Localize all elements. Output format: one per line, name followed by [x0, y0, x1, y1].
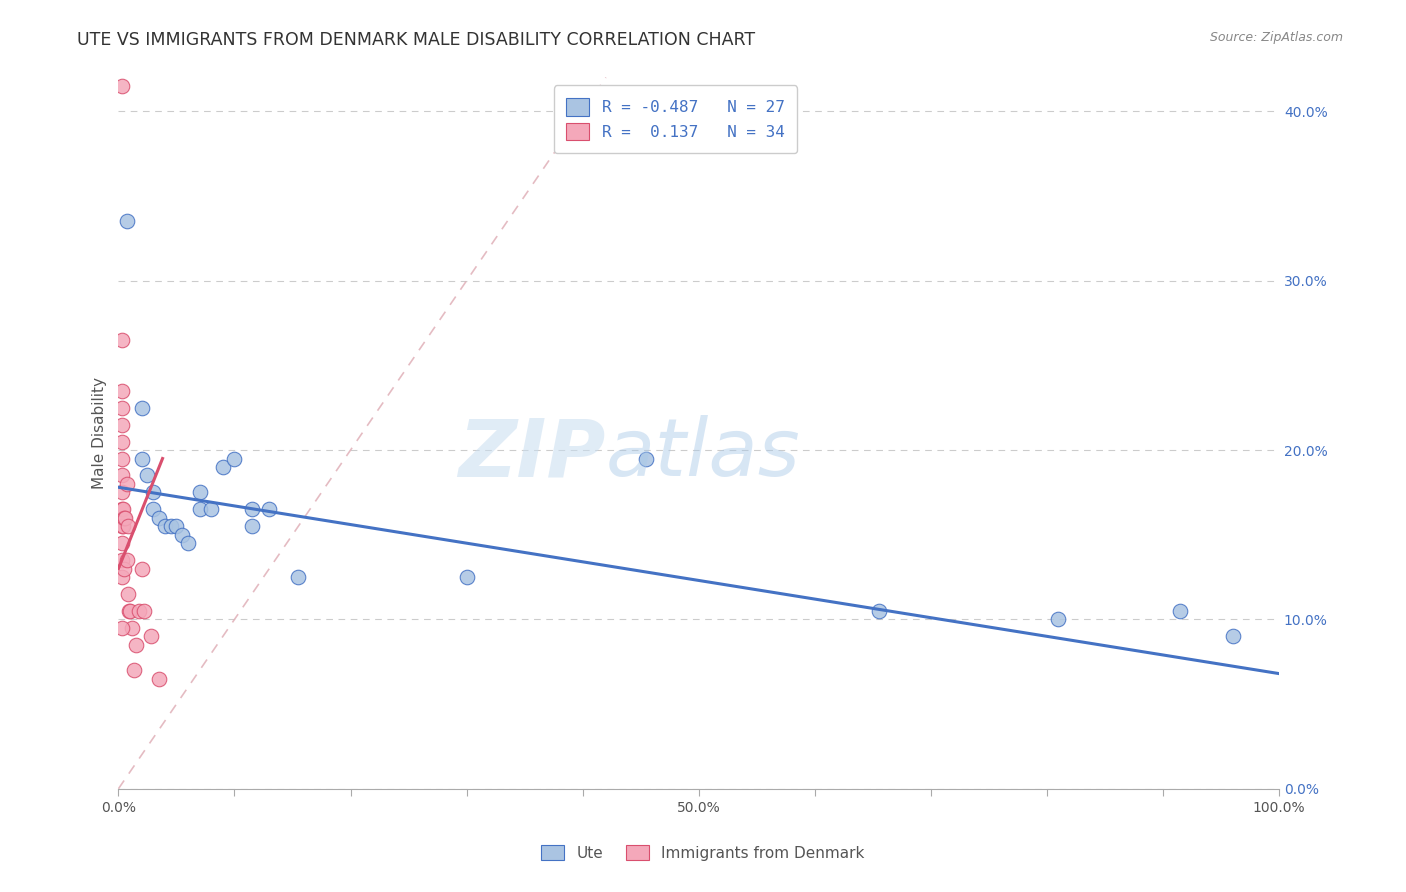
Point: [111, 451, 134, 466]
Point: [111, 519, 134, 533]
Point: [131, 401, 153, 415]
Point: [148, 510, 170, 524]
Point: [118, 604, 141, 618]
Point: [177, 536, 200, 550]
Point: [200, 502, 222, 516]
Text: UTE VS IMMIGRANTS FROM DENMARK MALE DISABILITY CORRELATION CHART: UTE VS IMMIGRANTS FROM DENMARK MALE DISA…: [77, 31, 755, 49]
Point: [112, 502, 135, 516]
Point: [117, 519, 139, 533]
Legend: Ute, Immigrants from Denmark: Ute, Immigrants from Denmark: [534, 837, 872, 868]
Point: [111, 485, 134, 500]
Point: [142, 502, 165, 516]
Point: [112, 510, 135, 524]
Y-axis label: Male Disability: Male Disability: [93, 377, 107, 489]
Point: [166, 519, 188, 533]
Point: [136, 468, 159, 483]
Point: [287, 570, 309, 584]
Point: [224, 451, 246, 466]
Point: [159, 519, 181, 533]
Point: [212, 460, 235, 475]
Point: [114, 510, 136, 524]
Point: [115, 553, 138, 567]
Point: [259, 502, 281, 516]
Point: [128, 604, 150, 618]
Point: [118, 604, 141, 618]
Point: [115, 214, 138, 228]
Point: [117, 587, 139, 601]
Point: [132, 604, 155, 618]
Point: [111, 502, 134, 516]
Point: [111, 536, 134, 550]
Point: [111, 417, 134, 432]
Point: [188, 502, 211, 516]
Point: [111, 621, 134, 635]
Point: [153, 519, 176, 533]
Point: [636, 451, 658, 466]
Point: [125, 638, 148, 652]
Point: [115, 476, 138, 491]
Point: [111, 384, 134, 398]
Point: [1222, 629, 1244, 643]
Point: [112, 561, 135, 575]
Point: [111, 434, 134, 449]
Text: atlas: atlas: [606, 416, 800, 493]
Point: [188, 485, 211, 500]
Point: [148, 672, 170, 686]
Point: [456, 570, 478, 584]
Point: [240, 502, 263, 516]
Point: [172, 527, 194, 541]
Point: [111, 401, 134, 415]
Point: [139, 629, 162, 643]
Point: [111, 553, 134, 567]
Point: [131, 451, 153, 466]
Point: [131, 561, 153, 575]
Point: [868, 604, 890, 618]
Point: [240, 519, 263, 533]
Text: Source: ZipAtlas.com: Source: ZipAtlas.com: [1209, 31, 1343, 45]
Point: [122, 663, 145, 677]
Point: [112, 519, 135, 533]
Point: [1170, 604, 1192, 618]
Point: [111, 468, 134, 483]
Point: [111, 570, 134, 584]
Text: ZIP: ZIP: [458, 416, 606, 493]
Legend: R = -0.487   N = 27, R =  0.137   N = 34: R = -0.487 N = 27, R = 0.137 N = 34: [554, 86, 797, 153]
Point: [111, 78, 134, 93]
Point: [111, 333, 134, 347]
Point: [121, 621, 143, 635]
Point: [142, 485, 165, 500]
Point: [1047, 612, 1070, 626]
